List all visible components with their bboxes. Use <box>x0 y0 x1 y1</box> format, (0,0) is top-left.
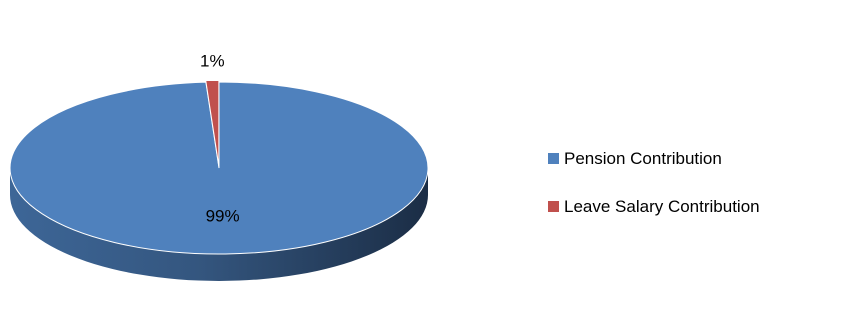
data-label-leave-salary-contribution: 1% <box>200 51 225 70</box>
pie-top-layer <box>9 79 429 255</box>
legend: Pension Contribution Leave Salary Contrib… <box>548 149 760 216</box>
data-label-pension-contribution: 99% <box>206 206 240 225</box>
data-labels: 99% 1% <box>200 51 240 225</box>
pie-side-pension-contribution <box>10 168 428 281</box>
legend-item-pension-contribution: Pension Contribution <box>548 149 722 168</box>
legend-swatch-leave-salary-contribution <box>548 201 559 212</box>
legend-label-pension-contribution: Pension Contribution <box>564 149 722 168</box>
pie-side-layer <box>10 168 428 281</box>
legend-swatch-pension-contribution <box>548 153 559 164</box>
pie-slice-pension-contribution <box>9 81 429 255</box>
pie-slice-leave-salary-contribution <box>205 79 220 167</box>
legend-label-leave-salary-contribution: Leave Salary Contribution <box>564 197 760 216</box>
legend-item-leave-salary-contribution: Leave Salary Contribution <box>548 197 760 216</box>
